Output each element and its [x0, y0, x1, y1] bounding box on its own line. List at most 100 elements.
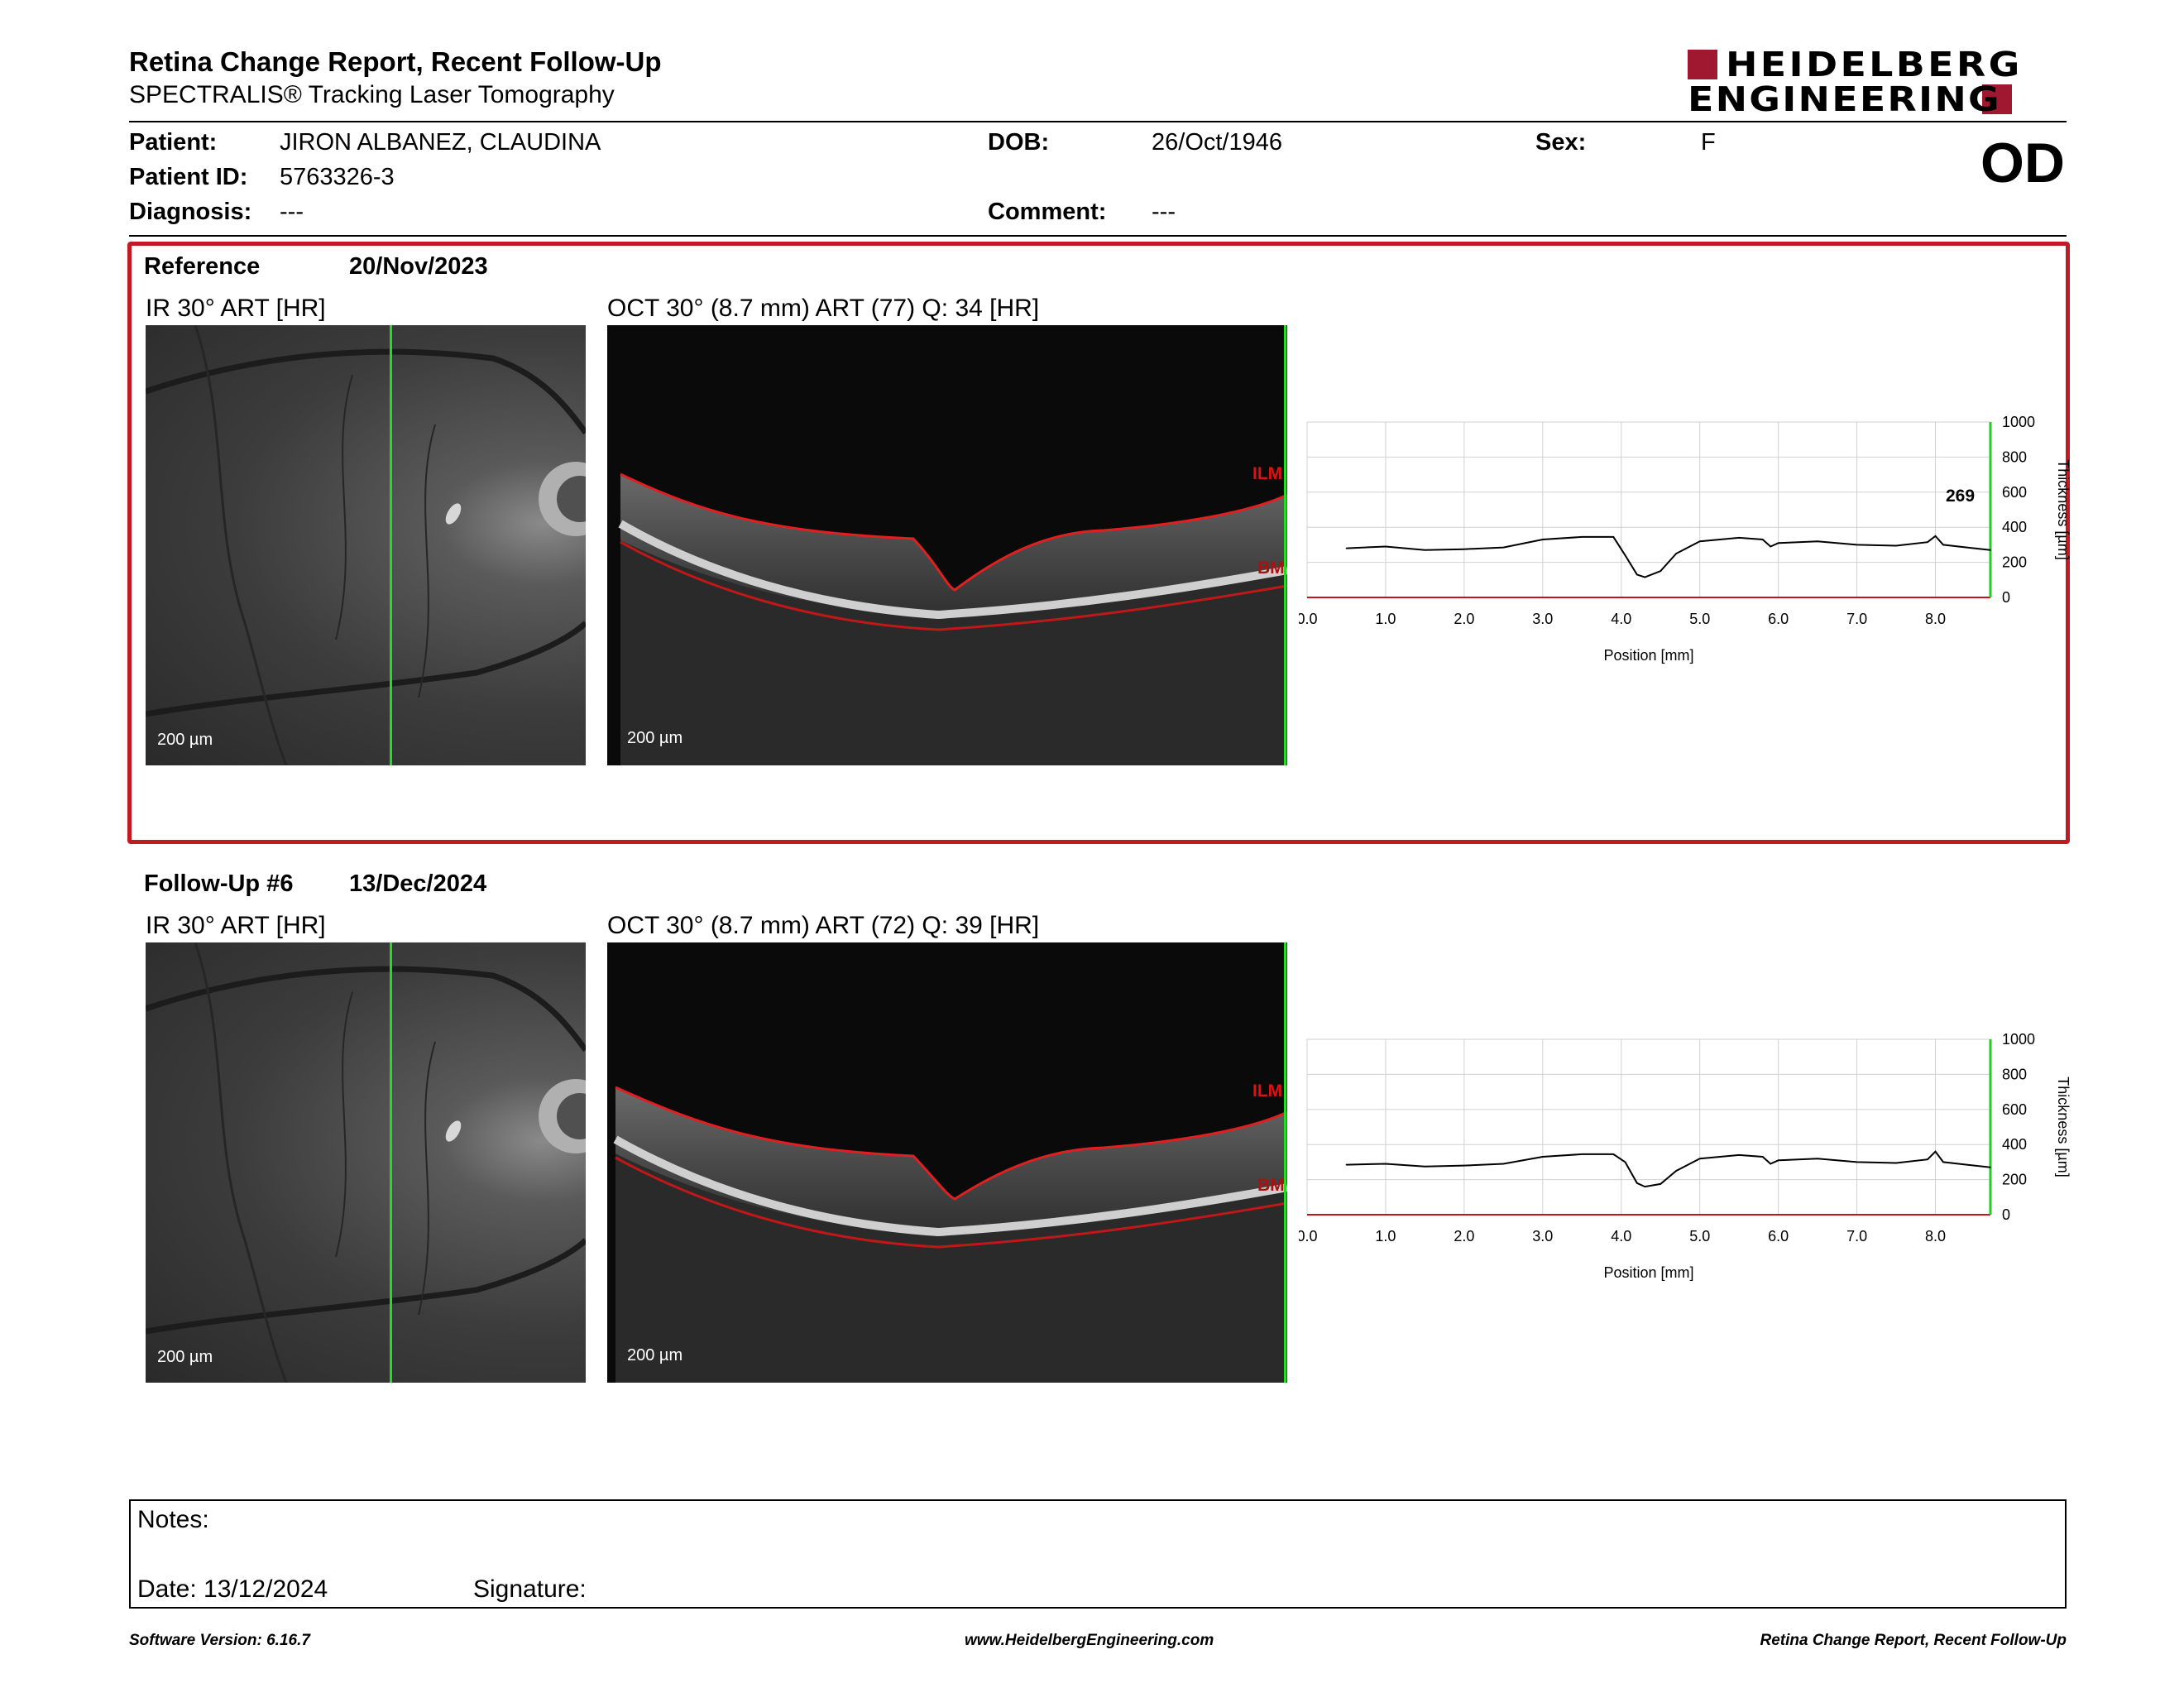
x-tick-label: 5.0: [1689, 1228, 1710, 1244]
thickness-point: [1385, 1163, 1387, 1165]
y-tick-label: 200: [2002, 1172, 2027, 1188]
x-tick-label: 7.0: [1846, 611, 1867, 627]
followup-oct-scale-bar: 200 µm: [627, 1346, 683, 1364]
thickness-point: [1502, 546, 1505, 549]
plot-area: [1306, 421, 1991, 598]
signature-label: Signature:: [473, 1575, 587, 1603]
patient-name: JIRON ALBANEZ, CLAUDINA: [280, 129, 601, 156]
thickness-point: [1581, 1153, 1583, 1155]
footer-website[interactable]: www.HeidelbergEngineering.com: [965, 1632, 1214, 1649]
followup-thickness-chart: 0.0 1.0 2.0 3.0 4.0 5.0 6.0 7.0 8.0 0 200 400 600 800…: [1299, 1031, 2071, 1281]
thickness-point: [1990, 549, 1991, 551]
reference-ir-fundus-image: 200 µm: [146, 325, 586, 765]
thickness-point: [1761, 539, 1764, 540]
x-tick-label: 8.0: [1925, 1228, 1946, 1244]
y-tick-label: 200: [2002, 554, 2027, 571]
x-tick-label: 5.0: [1689, 611, 1710, 627]
reference-oct-scan-marker: [1284, 325, 1286, 765]
y-tick-label: 600: [2002, 1101, 2027, 1118]
thickness-point: [1644, 1186, 1646, 1187]
thickness-point: [1502, 1163, 1505, 1165]
y-tick-label: 0: [2002, 589, 2010, 606]
reference-thickness-chart: 0.0 1.0 2.0 3.0 4.0 5.0 6.0 7.0 8.0 0 200 400 600 800…: [1299, 414, 2071, 664]
thickness-point: [1624, 554, 1626, 556]
thickness-point: [1345, 1163, 1348, 1166]
thickness-point: [1424, 1165, 1426, 1168]
thickness-point: [1927, 1158, 1928, 1161]
x-tick-label: 3.0: [1532, 611, 1553, 627]
header-rule-bottom: [129, 235, 2067, 237]
patient-id-label: Patient ID:: [129, 164, 248, 190]
thickness-point: [1542, 539, 1544, 540]
thickness-point: [1770, 545, 1771, 548]
thickness-point: [1463, 1164, 1465, 1167]
reference-ir-caption: IR 30° ART [HR]: [146, 295, 326, 322]
thickness-point: [1856, 544, 1858, 546]
thickness-series-line: [1346, 535, 1991, 578]
x-tick-label: 6.0: [1768, 1228, 1789, 1244]
reference-date: 20/Nov/2023: [349, 253, 488, 280]
reference-ilm-label: ILM: [1252, 464, 1283, 483]
thickness-point: [1927, 541, 1928, 544]
x-tick-label: 0.0: [1299, 1228, 1318, 1244]
thickness-point: [1660, 570, 1662, 572]
oct-layers-overlay: [613, 1086, 1287, 1383]
dob-value: 26/Oct/1946: [1152, 129, 1282, 156]
heidelberg-logo: HEIDELBERG ENGINEERING: [1688, 45, 2068, 119]
logo-text-heidelberg: HEIDELBERG: [1726, 45, 2023, 84]
ir-vessel-overlay: [146, 325, 586, 765]
thickness-point: [1895, 1162, 1897, 1164]
followup-ir-caption: IR 30° ART [HR]: [146, 912, 326, 939]
thickness-point: [1738, 537, 1740, 539]
sex-value: F: [1701, 129, 1716, 156]
header-rule-top: [129, 121, 2067, 122]
y-tick-label: 400: [2002, 519, 2027, 535]
thickness-point: [1942, 1161, 1944, 1163]
eye-indicator: OD: [1980, 132, 2065, 194]
x-tick-label: 3.0: [1532, 1228, 1553, 1244]
followup-label: Follow-Up #6: [144, 870, 294, 897]
thickness-point: [1385, 545, 1387, 548]
thickness-point: [1934, 1150, 1937, 1153]
reference-thickness-value: 269: [1946, 487, 1976, 506]
diagnosis-value: ---: [280, 199, 304, 225]
thickness-point: [1675, 1170, 1678, 1172]
patient-label: Patient:: [129, 129, 218, 156]
thickness-point: [1856, 1161, 1858, 1163]
comment-value: ---: [1152, 199, 1176, 225]
x-tick-label: 6.0: [1768, 611, 1789, 627]
reference-ir-scan-line: [390, 325, 392, 765]
thickness-point: [1581, 536, 1583, 538]
footer-report-name: Retina Change Report, Recent Follow-Up: [1760, 1632, 2067, 1649]
thickness-point: [1612, 1153, 1615, 1155]
x-tick-label: 8.0: [1925, 611, 1946, 627]
thickness-point: [1424, 549, 1426, 551]
followup-oct-bscan-image: ILM BM 200 µm: [607, 942, 1287, 1383]
thickness-point: [1777, 1159, 1779, 1162]
y-tick-label: 1000: [2002, 1031, 2035, 1048]
thickness-point: [1966, 546, 1968, 549]
thickness-point: [1942, 544, 1944, 546]
thickness-point: [1644, 576, 1646, 578]
followup-ir-scan-line: [390, 942, 392, 1383]
thickness-point: [1817, 1158, 1818, 1159]
thickness-point: [1542, 1156, 1544, 1158]
reference-oct-caption: OCT 30° (8.7 mm) ART (77) Q: 34 [HR]: [607, 295, 1040, 322]
thickness-point: [1624, 1161, 1626, 1163]
thickness-point: [1966, 1163, 1968, 1166]
followup-date: 13/Dec/2024: [349, 870, 487, 897]
thickness-point: [1817, 540, 1818, 542]
thickness-point: [1675, 553, 1678, 554]
thickness-point: [1612, 536, 1615, 538]
plot-area: [1306, 1038, 1991, 1216]
diagnosis-label: Diagnosis:: [129, 199, 252, 225]
sex-label: Sex:: [1535, 129, 1587, 156]
x-tick-label: 1.0: [1375, 611, 1396, 627]
y-axis-label: Thickness [µm]: [2055, 1077, 2071, 1177]
followup-ir-fundus-image: 200 µm: [146, 942, 586, 1383]
logo-text-engineering: ENGINEERING: [1688, 79, 2001, 119]
thickness-point: [1345, 547, 1348, 549]
oct-layers-overlay: [618, 472, 1287, 765]
thickness-point: [1660, 1183, 1662, 1185]
thickness-series-line: [1346, 1150, 1991, 1188]
